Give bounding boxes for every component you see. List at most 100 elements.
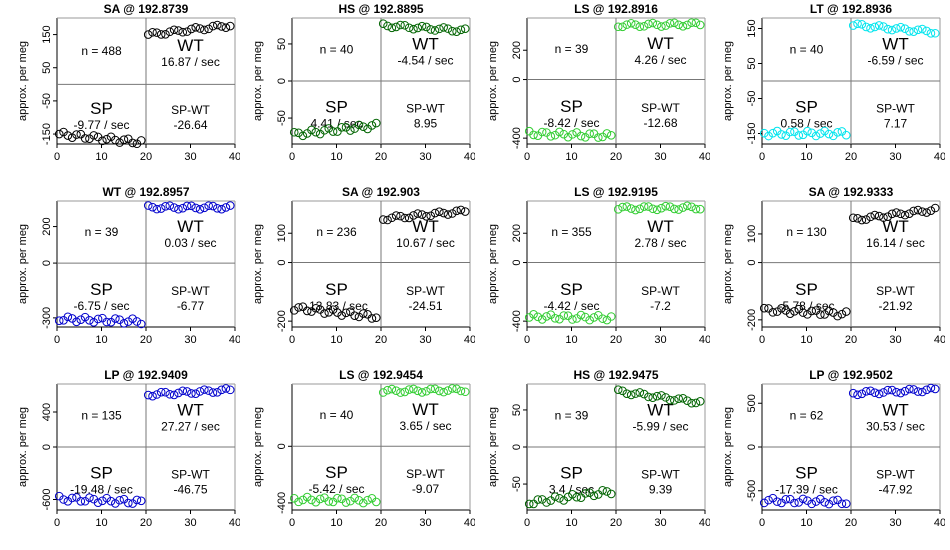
diff-label: SP-WT: [641, 468, 680, 482]
sp-point: [119, 319, 129, 328]
sp-point: [572, 492, 582, 502]
wt-point: [695, 204, 705, 214]
sp-point: [311, 497, 321, 507]
y-axis-label: approx. per meg: [722, 407, 734, 487]
wt-point: [905, 384, 914, 394]
x-tick-label: 30: [654, 151, 666, 163]
x-tick-label: 0: [759, 334, 765, 346]
wt-point: [217, 385, 226, 395]
y-tick-label: 500: [746, 394, 758, 412]
wt-point: [182, 201, 192, 211]
wt-point: [404, 385, 414, 394]
wt-point: [187, 24, 196, 34]
wt-point: [922, 208, 931, 217]
wt-point: [678, 21, 688, 31]
wt-point: [922, 385, 931, 395]
x-tick-label: 20: [845, 334, 857, 346]
wt-point: [626, 204, 636, 213]
sp-point: [837, 499, 847, 509]
wt-point: [439, 208, 448, 218]
diff-value-label: -47.92: [878, 483, 912, 497]
sp-point: [371, 313, 381, 323]
wt-point: [187, 389, 196, 398]
sp-point: [324, 497, 334, 506]
wt-point: [212, 204, 222, 213]
wt-point: [148, 202, 157, 212]
sp-rate-label: -13.83 / sec: [305, 299, 368, 313]
wt-point: [892, 24, 901, 33]
wt-point: [674, 205, 683, 214]
wt-point: [225, 201, 235, 210]
diff-label: SP-WT: [876, 284, 915, 298]
sp-point: [816, 310, 825, 319]
wt-point: [631, 389, 640, 398]
sp-point: [102, 317, 112, 327]
wt-point: [613, 385, 623, 394]
wt-point: [896, 22, 906, 32]
n-count-label: n = 40: [320, 43, 354, 57]
x-tick-label: 20: [610, 517, 622, 529]
sp-point: [123, 498, 133, 508]
wt-rate-label: 3.65 / sec: [399, 419, 451, 433]
wt-point: [221, 23, 231, 32]
sp-point: [777, 130, 786, 139]
sp-point: [798, 494, 808, 504]
wt-point: [674, 20, 683, 30]
y-axis-label: approx. per meg: [487, 41, 499, 121]
sp-point: [798, 308, 808, 317]
sp-point: [358, 309, 368, 318]
wt-label: WT: [882, 35, 908, 54]
wt-point: [456, 205, 466, 215]
sp-point: [93, 314, 103, 324]
x-tick-label: 0: [289, 334, 295, 346]
wt-point: [896, 209, 906, 219]
wt-rate-label: 4.26 / sec: [634, 53, 686, 67]
sp-point: [358, 498, 368, 508]
sp-point: [311, 127, 321, 137]
wt-point: [152, 28, 162, 37]
x-tick-label: 30: [419, 151, 431, 163]
sp-point: [307, 125, 316, 135]
sp-point: [764, 131, 773, 141]
diff-value-label: 8.95: [414, 117, 438, 131]
wt-point: [687, 398, 696, 408]
wt-point: [204, 386, 213, 395]
sp-point: [546, 132, 556, 141]
wt-point: [456, 25, 466, 35]
diff-label: SP-WT: [406, 102, 445, 116]
wt-point: [396, 388, 405, 397]
y-tick-label: -150: [41, 123, 53, 145]
sp-rate-label: -9.77 / sec: [73, 118, 129, 132]
wt-point: [417, 21, 427, 31]
y-axis-label: approx. per meg: [17, 41, 29, 121]
x-tick-label: 10: [95, 517, 107, 529]
wt-point: [460, 387, 470, 397]
diff-value-label: -9.07: [412, 482, 440, 496]
wt-point: [695, 396, 705, 406]
sp-label: SP: [560, 280, 583, 299]
x-tick-label: 20: [610, 151, 622, 163]
wt-point: [435, 386, 444, 396]
chart-panel: HS @ 192.9475 50 0 -50 0 10 20 30 40 approx. per …: [487, 368, 710, 529]
sp-rate-label: -5.42 / sec: [308, 482, 364, 496]
wt-point: [447, 209, 457, 218]
sp-point: [524, 499, 534, 509]
wt-point: [452, 27, 461, 36]
sp-point: [542, 498, 551, 507]
sp-label: SP: [795, 98, 818, 117]
sp-point: [337, 123, 347, 132]
y-tick-label: -150: [746, 122, 758, 144]
sp-point: [307, 495, 316, 505]
sp-point: [115, 495, 124, 505]
sp-point: [93, 498, 103, 508]
wt-point: [174, 388, 183, 398]
wt-point: [148, 27, 157, 37]
sp-point: [555, 493, 564, 503]
sp-point: [807, 128, 817, 138]
n-count-label: n = 236: [316, 225, 357, 239]
n-count-label: n = 135: [81, 409, 122, 423]
sp-point: [132, 317, 142, 326]
sp-point: [136, 136, 146, 145]
wt-point: [182, 387, 192, 396]
